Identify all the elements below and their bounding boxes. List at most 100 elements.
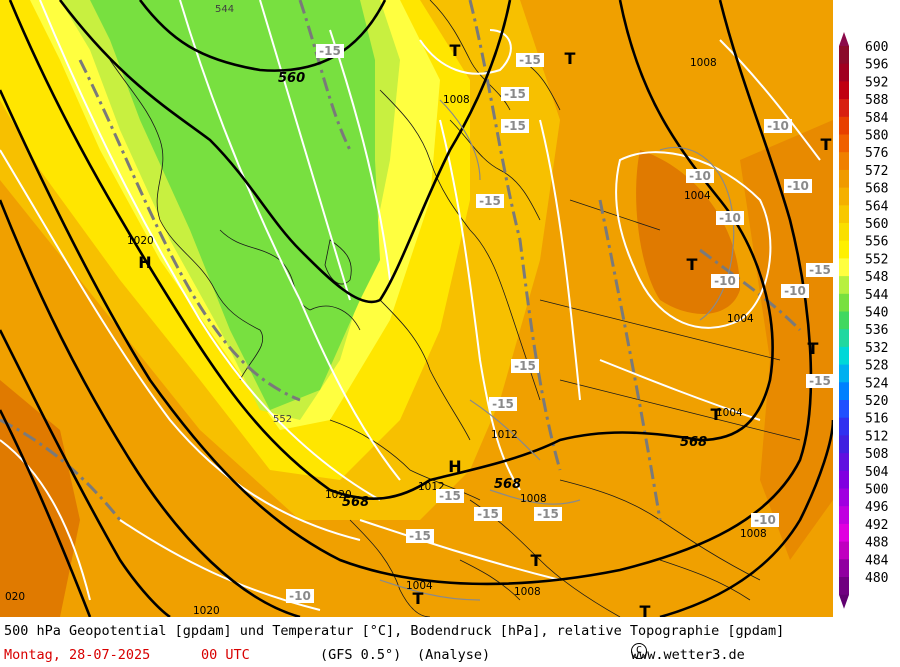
- scale-value-label: 596: [865, 58, 888, 73]
- scale-value-label: 536: [865, 323, 888, 338]
- temperature-label: -15: [504, 119, 526, 133]
- scale-swatch: [839, 364, 849, 383]
- temperature-label: -15: [537, 507, 559, 521]
- pressure-label: 1012: [491, 429, 518, 441]
- geopotential-label: 568: [342, 495, 369, 510]
- scale-swatch: [839, 346, 849, 366]
- relative-topography-lines: [0, 0, 802, 521]
- pressure-label: 1020: [193, 605, 220, 617]
- scale-value-label: 512: [865, 429, 888, 444]
- field-green: [90, 0, 380, 410]
- map-description: 500 hPa Geopotential [gpdam] und Tempera…: [4, 623, 785, 639]
- temperature-label: -10: [689, 169, 711, 183]
- low-pressure-label: T: [565, 49, 576, 68]
- temperature-label-box: [511, 359, 539, 373]
- scale-swatch: [839, 46, 849, 65]
- temperature-label-box: [436, 489, 464, 503]
- temperature-label-box: [489, 397, 517, 411]
- scale-value-label: 572: [865, 164, 888, 179]
- temperature-label: -15: [439, 489, 461, 503]
- field-orange-east-edge: [740, 120, 833, 560]
- geopotential-label: 568: [680, 435, 707, 450]
- temperature-label: -10: [719, 211, 741, 225]
- low-pressure-label: T: [413, 589, 424, 608]
- scale-value-label: 600: [865, 40, 888, 55]
- temperature-label-box: [286, 589, 314, 603]
- temperature-label: -15: [514, 359, 536, 373]
- scale-swatch: [839, 63, 849, 82]
- color-scale-bar: 600 596 592 588 584 580 576 572 568 564 560 556 552 5…: [839, 32, 889, 609]
- scale-swatch: [839, 488, 849, 507]
- temperature-label-box: [806, 374, 833, 388]
- temperature-label-box: [764, 119, 792, 133]
- scale-swatch: [839, 541, 849, 560]
- scale-swatch: [839, 382, 849, 401]
- scale-swatch: [839, 276, 849, 295]
- scale-value-label: 504: [865, 465, 889, 480]
- model-label: (GFS 0.5°): [320, 647, 402, 663]
- scale-value-label: 576: [865, 146, 888, 161]
- time-label: 00 UTC: [201, 647, 250, 663]
- temperature-label-box: [784, 179, 812, 193]
- scale-value-label: 584: [865, 111, 889, 126]
- scale-swatch: [839, 417, 849, 436]
- temperature-label-box: [534, 507, 562, 521]
- temperature-label: -10: [787, 179, 809, 193]
- scale-value-label: 524: [865, 376, 889, 391]
- scale-value-label: 480: [865, 571, 888, 586]
- scale-swatch: [839, 293, 849, 312]
- scale-value-label: 588: [865, 93, 888, 108]
- scale-swatch: [839, 134, 849, 153]
- scale-value-label: 568: [865, 182, 888, 197]
- scale-swatch: [839, 453, 849, 472]
- scale-value-label: 540: [865, 306, 888, 321]
- scale-value-label: 552: [865, 252, 888, 267]
- high-pressure-label: H: [448, 457, 461, 476]
- temperature-label: -10: [784, 284, 806, 298]
- temperature-label: -10: [289, 589, 311, 603]
- scale-swatch: [839, 169, 849, 189]
- temperature-label-box: [686, 169, 714, 183]
- temperature-label: -15: [519, 53, 541, 67]
- temperature-label-box: [716, 211, 744, 225]
- geopotential-label: 560: [278, 71, 305, 86]
- temperature-label-box: [516, 53, 544, 67]
- scale-swatch: [839, 470, 849, 489]
- scale-swatch: [839, 311, 849, 330]
- scale-value-label: 580: [865, 129, 888, 144]
- temperature-label: -15: [477, 507, 499, 521]
- map-canvas: H H T T T T T T T T T 560 568 568 568 55…: [0, 0, 833, 617]
- scale-swatch: [839, 329, 849, 348]
- temperature-label: -15: [504, 87, 526, 101]
- scale-swatch: [839, 435, 849, 454]
- relative-topography-label: 544: [215, 4, 234, 15]
- scale-value-label: 592: [865, 75, 888, 90]
- copyright-icon: C: [631, 643, 647, 659]
- site-link[interactable]: www.wetter3.de: [631, 647, 745, 663]
- scale-swatch: [839, 187, 849, 206]
- low-pressure-label: T: [821, 135, 832, 154]
- pressure-labels: 1008 1008 1004 1004 1004 1012 1012 1008 …: [5, 57, 767, 617]
- pressure-label: 1004: [727, 313, 754, 325]
- temperature-label: -15: [319, 44, 341, 58]
- analysis-label: (Analyse): [417, 647, 491, 663]
- temperature-label: -15: [479, 194, 501, 208]
- high-pressure-label: H: [138, 253, 151, 272]
- low-pressure-label: T: [711, 405, 722, 424]
- field-dark-orange-east: [636, 150, 740, 314]
- scale-value-label: 500: [865, 483, 888, 498]
- pressure-label: 1008: [514, 586, 541, 598]
- low-pressure-label: T: [531, 551, 542, 570]
- scale-swatch: [839, 116, 849, 135]
- temperature-labels: -15 -15 -15 -15 -15 -15 -15 -15 -15 -10 -10 -10 -10 -…: [286, 44, 833, 603]
- temperature-label-box: [316, 44, 344, 58]
- scale-value-label: 508: [865, 447, 888, 462]
- pressure-label: 1020: [127, 235, 154, 247]
- pressure-label: 1004: [406, 580, 433, 592]
- scale-value-label: 484: [865, 553, 889, 568]
- temperature-label: -15: [809, 374, 831, 388]
- scale-swatch: [839, 99, 849, 118]
- footer-info: Montag, 28-07-2025 00 UTC (GFS 0.5°) (An…: [4, 643, 900, 667]
- scale-swatch: [839, 258, 849, 277]
- scale-top-arrow: [839, 32, 849, 46]
